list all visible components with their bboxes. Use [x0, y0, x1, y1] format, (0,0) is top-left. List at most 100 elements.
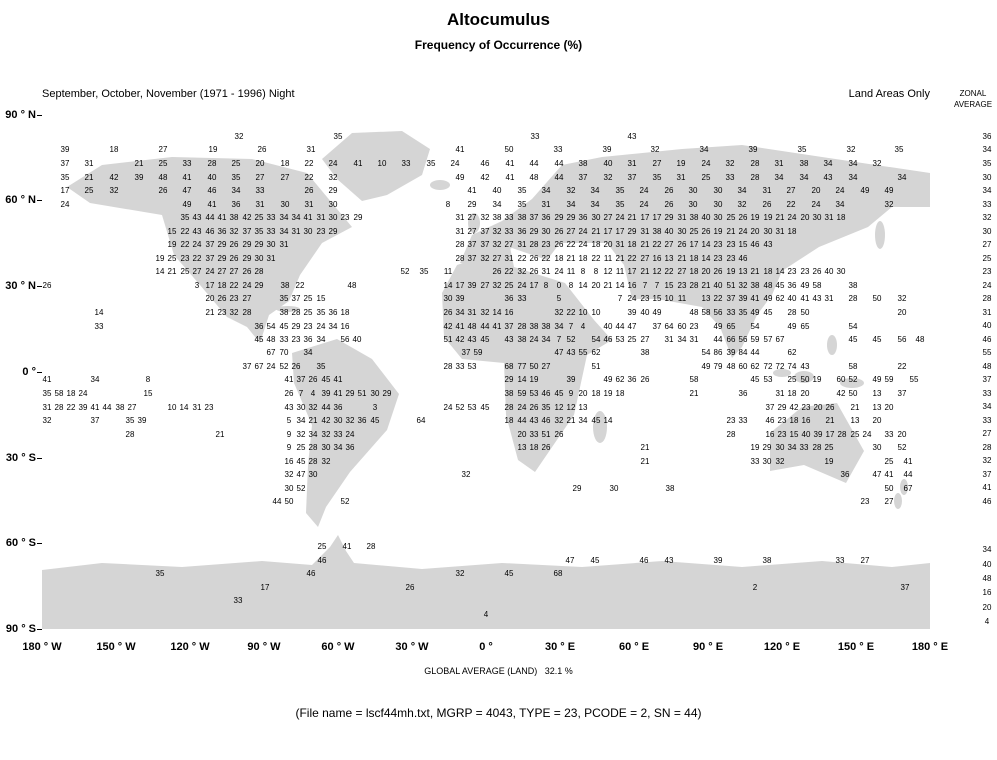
grid-value: 25	[158, 159, 168, 168]
grid-value: 47	[872, 470, 882, 479]
zonal-average-value: 25	[982, 254, 992, 263]
grid-value: 20	[800, 389, 810, 398]
grid-value: 36	[345, 443, 355, 452]
grid-value: 24	[78, 389, 88, 398]
grid-value: 44	[554, 173, 564, 182]
grid-value: 36	[787, 281, 797, 290]
grid-value: 49	[182, 200, 192, 209]
grid-value: 43	[812, 294, 822, 303]
grid-value: 54	[848, 322, 858, 331]
grid-value: 39	[60, 145, 70, 154]
grid-value: 28	[125, 430, 135, 439]
grid-value: 37	[291, 294, 301, 303]
grid-value: 19	[713, 227, 723, 236]
grid-value: 39	[748, 145, 758, 154]
grid-value: 30	[308, 470, 318, 479]
grid-value: 28	[689, 281, 699, 290]
grid-value: 50	[800, 375, 810, 384]
grid-value: 32	[109, 186, 119, 195]
grid-value: 22	[566, 240, 576, 249]
grid-value: 49	[603, 375, 613, 384]
zonal-average-header-line1: ZONAL	[959, 89, 987, 98]
grid-value: 24	[192, 240, 202, 249]
grid-value: 32	[650, 145, 660, 154]
grid-value: 28	[207, 159, 217, 168]
grid-value: 31	[615, 240, 625, 249]
grid-value: 44	[272, 497, 282, 506]
grid-value: 14	[701, 240, 711, 249]
grid-value: 16	[340, 322, 350, 331]
grid-value: 39	[726, 348, 736, 357]
grid-value: 32	[492, 227, 502, 236]
grid-value: 23	[291, 335, 301, 344]
grid-value: 38	[652, 227, 662, 236]
grid-value: 20	[884, 403, 894, 412]
grid-value: 27	[229, 267, 239, 276]
grid-value: 57	[763, 335, 773, 344]
grid-value: 86	[713, 348, 723, 357]
grid-value: 28	[848, 294, 858, 303]
grid-value: 32	[229, 227, 239, 236]
zonal-average-value: 16	[982, 588, 992, 597]
grid-value: 22	[180, 240, 190, 249]
grid-value: 34	[291, 213, 301, 222]
grid-value: 38	[750, 281, 760, 290]
grid-value: 25	[627, 335, 637, 344]
grid-value: 25	[701, 173, 711, 182]
grid-value: 33	[333, 430, 343, 439]
grid-value: 30	[370, 389, 380, 398]
grid-value: 43	[529, 416, 539, 425]
grid-value: 27	[664, 240, 674, 249]
grid-value: 53	[467, 362, 477, 371]
grid-value: 32	[603, 173, 613, 182]
grid-value: 46	[317, 556, 327, 565]
grid-value: 43	[284, 403, 294, 412]
grid-value: 30	[303, 227, 313, 236]
grid-value: 12	[554, 403, 564, 412]
grid-value: 37	[205, 254, 215, 263]
grid-value: 23	[726, 254, 736, 263]
grid-value: 24	[554, 267, 564, 276]
grid-value: 52	[455, 403, 465, 412]
grid-value: 27	[640, 335, 650, 344]
grid-value: 34	[823, 159, 833, 168]
grid-value: 34	[541, 335, 551, 344]
grid-value: 14	[179, 403, 189, 412]
latitude-label: 90 ° N	[5, 109, 36, 121]
grid-value: 18	[615, 389, 625, 398]
grid-value: 24	[266, 362, 276, 371]
grid-value: 31	[304, 200, 314, 209]
grid-value: 44	[750, 348, 760, 357]
grid-value: 29	[777, 403, 787, 412]
grid-value: 33	[94, 322, 104, 331]
zonal-average-value: 28	[982, 443, 992, 452]
grid-value: 44	[554, 159, 564, 168]
grid-value: 22	[304, 173, 314, 182]
latitude-tick	[37, 543, 42, 544]
landmass-new-guinea	[840, 378, 864, 388]
grid-value: 30	[713, 200, 723, 209]
grid-value: 46	[541, 416, 551, 425]
grid-value: 24	[701, 159, 711, 168]
grid-value: 26	[492, 267, 502, 276]
grid-value: 36	[254, 322, 264, 331]
grid-value: 32	[229, 308, 239, 317]
grid-value: 20	[811, 186, 821, 195]
grid-value: 52	[848, 375, 858, 384]
grid-value: 22	[713, 294, 723, 303]
grid-value: 23	[726, 416, 736, 425]
grid-value: 24	[242, 281, 252, 290]
grid-value: 27	[603, 213, 613, 222]
grid-value: 51	[591, 362, 601, 371]
longitude-label: 0 °	[479, 641, 493, 653]
grid-value: 26	[257, 145, 267, 154]
grid-value: 60	[738, 362, 748, 371]
grid-value: 17	[603, 227, 613, 236]
grid-value: 43	[664, 556, 674, 565]
grid-value: 15	[664, 281, 674, 290]
grid-value: 72	[775, 362, 785, 371]
grid-value: 26	[812, 267, 822, 276]
grid-value: 45	[554, 389, 564, 398]
grid-value: 23	[340, 213, 350, 222]
